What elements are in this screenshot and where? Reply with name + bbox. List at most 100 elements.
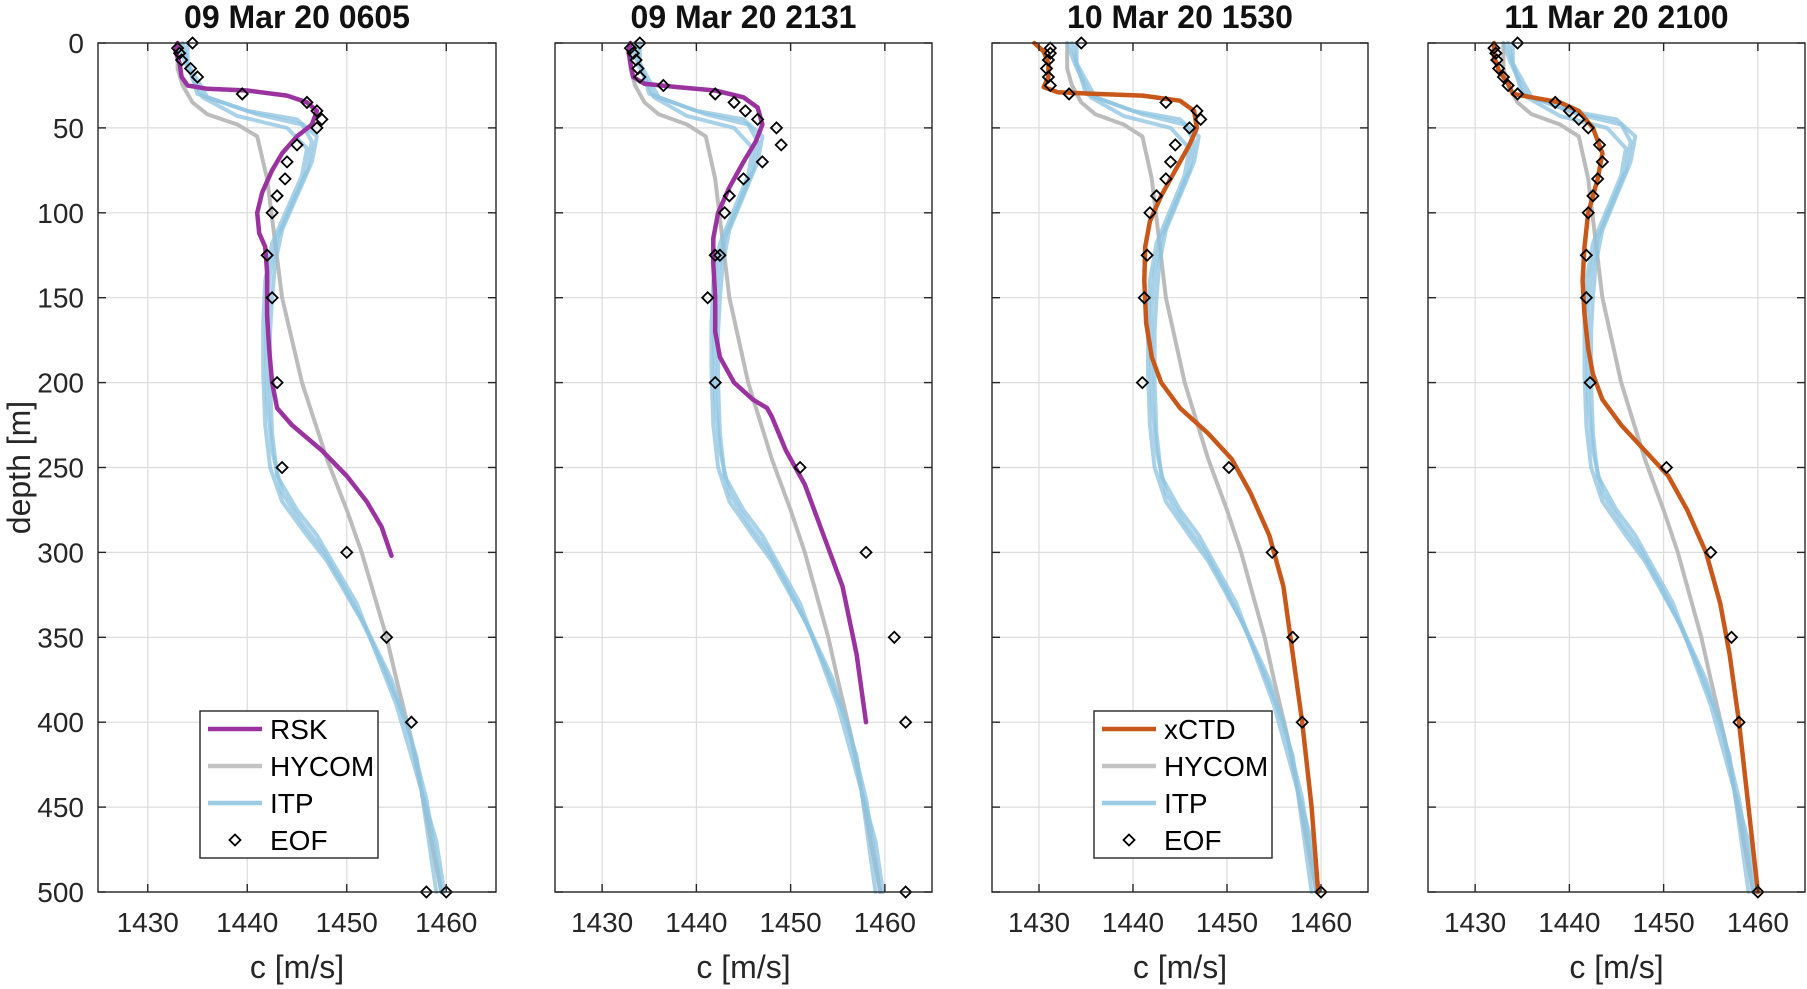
rsk-line [173, 40, 394, 559]
eof-marker [1295, 715, 1309, 729]
legend-swatch-eof [1122, 833, 1136, 847]
y-tick-label: 200 [37, 368, 84, 399]
x-tick-label: 1430 [1008, 907, 1070, 938]
eof-marker [339, 545, 354, 560]
x-tick-label: 1450 [1196, 907, 1258, 938]
legend-label-xctd: xCTD [1164, 714, 1236, 745]
eof-marker [1074, 36, 1089, 50]
eof-marker [265, 290, 279, 305]
chart-title: 10 Mar 20 1530 [1067, 0, 1293, 35]
eof-marker [898, 885, 913, 899]
chart-title: 09 Mar 20 0605 [184, 0, 410, 35]
eof-marker [1140, 248, 1154, 263]
y-tick-label: 350 [37, 622, 84, 653]
eof-marker [1149, 189, 1164, 203]
eof-marker [1043, 41, 1058, 55]
y-tick-label: 450 [37, 792, 84, 823]
eof-marker [1168, 138, 1183, 152]
x-tick-label: 1440 [1102, 907, 1164, 938]
eof-marker [1043, 46, 1058, 60]
eof-marker [290, 138, 304, 152]
eof-marker [174, 53, 189, 67]
y-tick-label: 400 [37, 707, 84, 738]
chart-panel-3: 1430 1440 1450 1460 10 Mar 20 1530 c [m/s] xCT… [991, 0, 1369, 985]
eof-marker [275, 460, 289, 475]
eof-marker [1143, 206, 1157, 220]
eof-marker [1583, 375, 1597, 390]
x-tick-label: 1430 [1444, 907, 1506, 938]
y-tick-label: 250 [37, 453, 84, 484]
y-tick-label: 100 [37, 198, 84, 229]
eof-marker [1732, 715, 1746, 729]
eof-marker [633, 36, 647, 50]
eof-marker [1703, 545, 1718, 560]
chart-panel-1: 1430 1440 1450 1460 0 50 100 150 200 250 300 350 400… [1, 0, 497, 985]
eof-marker [1182, 121, 1197, 135]
eof-marker [183, 61, 198, 76]
eof-marker [1592, 138, 1607, 152]
eof-marker [1265, 545, 1279, 560]
eof-marker [280, 155, 294, 169]
eof-marker [278, 172, 292, 186]
y-tick-label: 500 [37, 877, 84, 908]
eof-marker [270, 189, 284, 203]
y-tick-label: 50 [53, 113, 84, 144]
eof-marker [172, 46, 187, 60]
eof-marker [315, 112, 329, 127]
eof-marker [887, 630, 902, 645]
eof-marker [738, 104, 753, 118]
eof-marker [1510, 87, 1525, 101]
legend: RSK HYCOM ITP EOF [199, 710, 379, 859]
eof-marker [1135, 375, 1150, 390]
eof-marker [1496, 70, 1511, 84]
x-axis-label: c [m/s] [1133, 949, 1227, 985]
eof-marker [769, 121, 784, 135]
eof-marker [626, 46, 641, 60]
x-axis-label: c [m/s] [696, 949, 790, 985]
chart-title: 09 Mar 20 2131 [631, 0, 857, 35]
x-axis-label: c [m/s] [250, 949, 344, 985]
eof-marker [1163, 155, 1178, 169]
eof-marker [379, 630, 394, 645]
eof-marker [750, 112, 765, 127]
legend-label-rsk: RSK [270, 714, 328, 745]
eof-marker [404, 715, 419, 729]
eof-marker [260, 248, 274, 263]
xctd-line [1032, 40, 1321, 895]
eof-marker [1548, 95, 1563, 110]
chart-panel-4: 1430 1440 1450 1460 11 Mar 20 2100 c [m/s] [1427, 0, 1806, 985]
x-tick-label: 1430 [571, 907, 633, 938]
eof-marker [235, 87, 250, 101]
x-axis-label: c [m/s] [1569, 949, 1663, 985]
eof-marker [1581, 206, 1595, 220]
x-tick-label: 1460 [854, 907, 916, 938]
eof-marker [774, 138, 788, 152]
eof-marker [1590, 172, 1605, 186]
eof-marker [190, 70, 205, 84]
itp-line [1065, 41, 1314, 894]
eof-marker [310, 104, 324, 118]
eof-marker [1581, 121, 1595, 135]
legend-label-hycom: HYCOM [1164, 751, 1268, 782]
eof-marker [755, 155, 770, 169]
eof-marker [859, 545, 873, 560]
chart-panel-2: 1430 1440 1450 1460 09 Mar 20 2131 c [m/s] [554, 0, 933, 985]
eof-marker [1286, 630, 1300, 645]
eof-marker [1062, 87, 1076, 101]
eof-marker [633, 70, 647, 84]
x-tick-label: 1440 [1538, 907, 1600, 938]
eof-marker [265, 206, 279, 220]
eof-marker [1489, 46, 1503, 60]
eof-marker [185, 36, 200, 50]
y-axis-label: depth [m] [1, 401, 37, 534]
eof-marker [1222, 460, 1236, 475]
eof-marker [1579, 248, 1594, 263]
x-tick-label: 1430 [117, 907, 179, 938]
x-tick-label: 1440 [665, 907, 727, 938]
y-tick-label: 0 [68, 28, 84, 59]
eof-marker [1043, 78, 1058, 93]
legend-swatch-eof [228, 833, 242, 847]
eof-marker [439, 885, 454, 899]
x-tick-label: 1460 [1727, 907, 1789, 938]
